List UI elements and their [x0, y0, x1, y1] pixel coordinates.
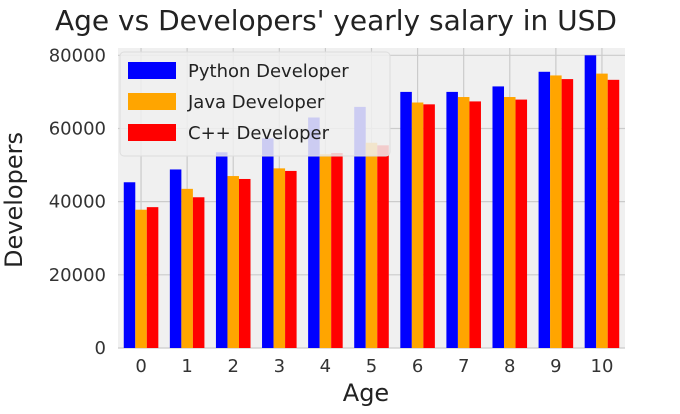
legend-swatch-2 — [128, 124, 176, 141]
y-tick-label-1: 20000 — [49, 265, 106, 286]
legend-swatch-1 — [128, 93, 176, 110]
x-tick-label-8: 8 — [504, 356, 515, 377]
bar-python-developer-8 — [492, 86, 505, 348]
y-tick-label-4: 80000 — [49, 45, 106, 66]
bar-python-developer-9 — [538, 71, 551, 348]
bar-c-developer-10 — [607, 79, 620, 348]
legend-label-1: Java Developer — [187, 92, 325, 113]
bar-python-developer-2 — [215, 152, 228, 348]
bar-python-developer-1 — [169, 169, 182, 348]
y-axis-ticks: 0 20000 40000 60000 80000 — [49, 45, 106, 359]
x-tick-label-10: 10 — [591, 356, 614, 377]
bar-c-developer-4 — [331, 153, 343, 348]
x-tick-label-5: 5 — [366, 356, 377, 377]
y-tick-label-2: 40000 — [49, 192, 106, 213]
x-tick-label-4: 4 — [320, 356, 331, 377]
legend-label-2: C++ Developer — [188, 123, 330, 144]
bar-c-developer-7 — [469, 101, 481, 348]
bar-c-developer-2 — [238, 178, 251, 348]
bar-python-developer-4 — [308, 117, 320, 348]
bar-java-developer-2 — [227, 176, 239, 348]
legend-box — [119, 51, 391, 157]
x-axis-label: Age — [343, 379, 389, 407]
bar-java-developer-9 — [550, 75, 562, 348]
bar-java-developer-6 — [411, 102, 424, 348]
bar-java-developer-1 — [181, 188, 193, 348]
bar-java-developer-4 — [319, 154, 332, 348]
x-tick-label-0: 0 — [135, 356, 146, 377]
legend-items: Python Developer Java Developer C++ Develo… — [128, 61, 349, 144]
y-tick-label-3: 60000 — [49, 118, 106, 139]
legend-label-0: Python Developer — [188, 61, 349, 82]
x-tick-label-6: 6 — [412, 356, 423, 377]
bar-java-developer-8 — [504, 97, 516, 349]
bar-java-developer-7 — [457, 97, 470, 349]
bars — [123, 55, 620, 349]
legend: Python Developer Java Developer C++ Develo… — [119, 51, 391, 157]
bar-java-developer-3 — [273, 168, 286, 348]
x-tick-label-7: 7 — [458, 356, 469, 377]
x-axis-ticks: 0 1 2 3 4 5 6 7 8 9 10 — [135, 356, 613, 377]
bar-python-developer-7 — [446, 91, 458, 348]
x-tick-label-1: 1 — [181, 356, 192, 377]
legend-swatch-0 — [128, 62, 176, 79]
bar-c-developer-1 — [192, 197, 205, 348]
bar-c-developer-0 — [146, 207, 159, 348]
bar-java-developer-10 — [596, 73, 608, 349]
bar-c-developer-5 — [377, 145, 389, 348]
bar-python-developer-6 — [400, 91, 412, 348]
x-tick-label-2: 2 — [228, 356, 239, 377]
bar-c-developer-8 — [515, 99, 528, 349]
y-axis-label: Developers — [0, 132, 28, 268]
bar-python-developer-5 — [354, 106, 366, 348]
y-tick-label-0: 0 — [95, 338, 106, 359]
bar-java-developer-0 — [135, 209, 147, 348]
bar-c-developer-3 — [285, 170, 297, 348]
x-tick-label-9: 9 — [550, 356, 561, 377]
chart-title: Age vs Developers' yearly salary in USD — [55, 4, 617, 37]
bar-python-developer-10 — [584, 55, 597, 348]
bar-c-developer-6 — [423, 104, 435, 348]
bar-java-developer-5 — [365, 142, 378, 348]
x-tick-label-3: 3 — [274, 356, 285, 377]
bar-c-developer-9 — [561, 79, 574, 348]
bar-python-developer-0 — [123, 182, 136, 348]
bar-python-developer-3 — [262, 138, 274, 348]
